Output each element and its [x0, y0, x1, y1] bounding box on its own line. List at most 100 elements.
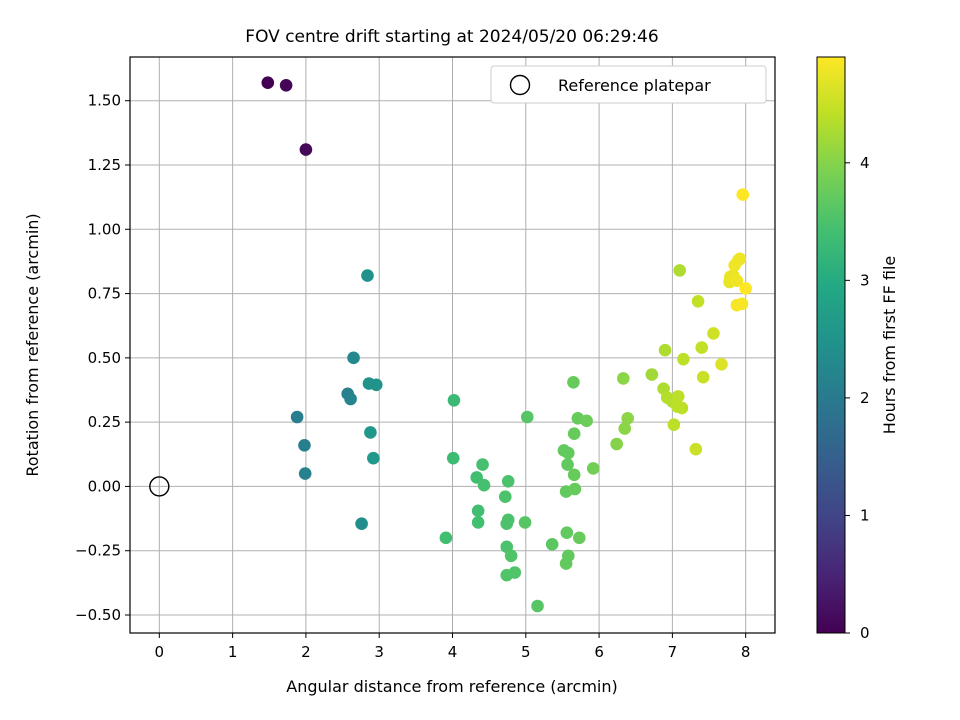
data-point	[501, 474, 515, 488]
data-point	[735, 297, 749, 311]
data-point	[621, 411, 634, 425]
data-point	[573, 531, 586, 545]
legend: Reference platepar	[490, 65, 767, 104]
data-point	[476, 458, 489, 471]
x-tick-label: 3	[374, 643, 384, 661]
y-tick-label: −0.25	[75, 542, 121, 560]
y-tick-label: 1.00	[88, 220, 121, 238]
colorbar-tick-label: 4	[860, 154, 870, 172]
data-point	[616, 372, 630, 385]
data-point	[344, 392, 357, 406]
data-point	[559, 557, 573, 570]
data-point	[518, 516, 532, 529]
legend-marker-open-circle	[509, 74, 531, 96]
y-tick-label: 0.75	[88, 285, 121, 303]
data-point	[369, 378, 383, 392]
y-axis-label: Rotation from reference (arcmin)	[23, 213, 42, 476]
data-point	[689, 442, 703, 456]
reference-marker	[149, 476, 170, 497]
data-point	[618, 422, 632, 435]
colorbar-tick-label: 3	[860, 271, 870, 289]
data-point	[531, 599, 544, 613]
data-point	[567, 427, 581, 441]
data-point	[730, 274, 744, 288]
x-tick-label: 2	[301, 643, 311, 661]
data-point	[298, 438, 311, 452]
x-tick-label: 5	[521, 643, 531, 661]
colorbar-gradient	[816, 56, 846, 634]
data-point	[446, 451, 460, 465]
colorbar-tick-label: 1	[860, 506, 870, 524]
data-point	[715, 357, 728, 371]
data-point	[367, 451, 380, 465]
data-point	[477, 478, 491, 492]
data-point	[658, 343, 672, 357]
data-point	[364, 426, 377, 439]
x-tick-label: 6	[594, 643, 604, 661]
data-point	[471, 516, 485, 529]
y-axis-ticks: −0.50 −0.25 0.00 0.25 0.50 0.75 1.00 1.25 1.50	[75, 92, 130, 624]
colorbar-label: Hours from first FF file	[880, 256, 899, 435]
data-point	[691, 294, 705, 308]
x-tick-label: 8	[741, 643, 751, 661]
x-tick-label: 7	[668, 643, 678, 661]
data-point	[361, 269, 374, 282]
data-point	[545, 537, 559, 551]
data-point	[739, 282, 752, 295]
y-tick-label: 0.50	[88, 349, 121, 367]
x-tick-label: 1	[228, 643, 238, 661]
data-point	[736, 188, 750, 201]
x-axis-ticks: 0 1 2 3 4 5 6 7 8	[155, 633, 751, 661]
colorbar: 0 1 2 3 4 Hours from first FF file	[816, 56, 899, 642]
data-point	[580, 414, 593, 428]
data-point	[568, 482, 582, 496]
data-point	[347, 351, 360, 365]
data-point	[677, 352, 690, 366]
data-point	[671, 390, 685, 403]
data-point	[520, 410, 534, 424]
y-tick-label: 0.00	[88, 477, 121, 495]
data-point	[586, 462, 600, 475]
chart-title: FOV centre drift starting at 2024/05/20 …	[245, 27, 658, 47]
data-point	[675, 401, 689, 415]
data-point	[562, 446, 575, 460]
colorbar-ticks: 0 1 2 3 4	[845, 154, 870, 642]
data-point	[298, 467, 312, 480]
data-point	[695, 341, 709, 354]
data-point	[667, 418, 681, 432]
y-tick-label: 0.25	[88, 413, 121, 431]
data-point	[673, 264, 687, 277]
y-tick-label: −0.50	[75, 606, 121, 624]
data-point	[610, 437, 623, 451]
colorbar-tick-label: 0	[860, 624, 870, 642]
legend-box	[490, 65, 767, 104]
x-tick-label: 0	[155, 643, 165, 661]
data-point	[447, 393, 461, 407]
data-point	[290, 410, 304, 424]
data-point	[561, 458, 574, 471]
data-point	[567, 468, 581, 482]
data-point	[498, 490, 512, 504]
x-tick-label: 4	[448, 643, 458, 661]
data-point	[471, 504, 485, 518]
data-point	[560, 526, 574, 540]
data-point	[355, 517, 368, 531]
scatter-points	[261, 76, 752, 613]
x-axis-label: Angular distance from reference (arcmin)	[286, 677, 617, 696]
colorbar-tick-label: 2	[860, 389, 870, 407]
data-point	[645, 368, 659, 381]
data-point	[733, 252, 747, 266]
plot-area: 0 1 2 3 4 5 6 7 8 −0.50 −0.25 0.00 0.25 0.50 0.75 1.00…	[75, 56, 776, 661]
data-point	[261, 76, 275, 90]
data-point	[279, 78, 293, 92]
data-point	[299, 143, 313, 156]
legend-label: Reference platepar	[558, 76, 711, 95]
data-point	[500, 517, 514, 531]
data-point	[567, 375, 580, 389]
data-point	[508, 566, 522, 579]
data-point	[439, 531, 453, 545]
data-point	[696, 370, 710, 384]
data-point	[707, 327, 720, 340]
y-tick-label: 1.50	[88, 92, 121, 110]
